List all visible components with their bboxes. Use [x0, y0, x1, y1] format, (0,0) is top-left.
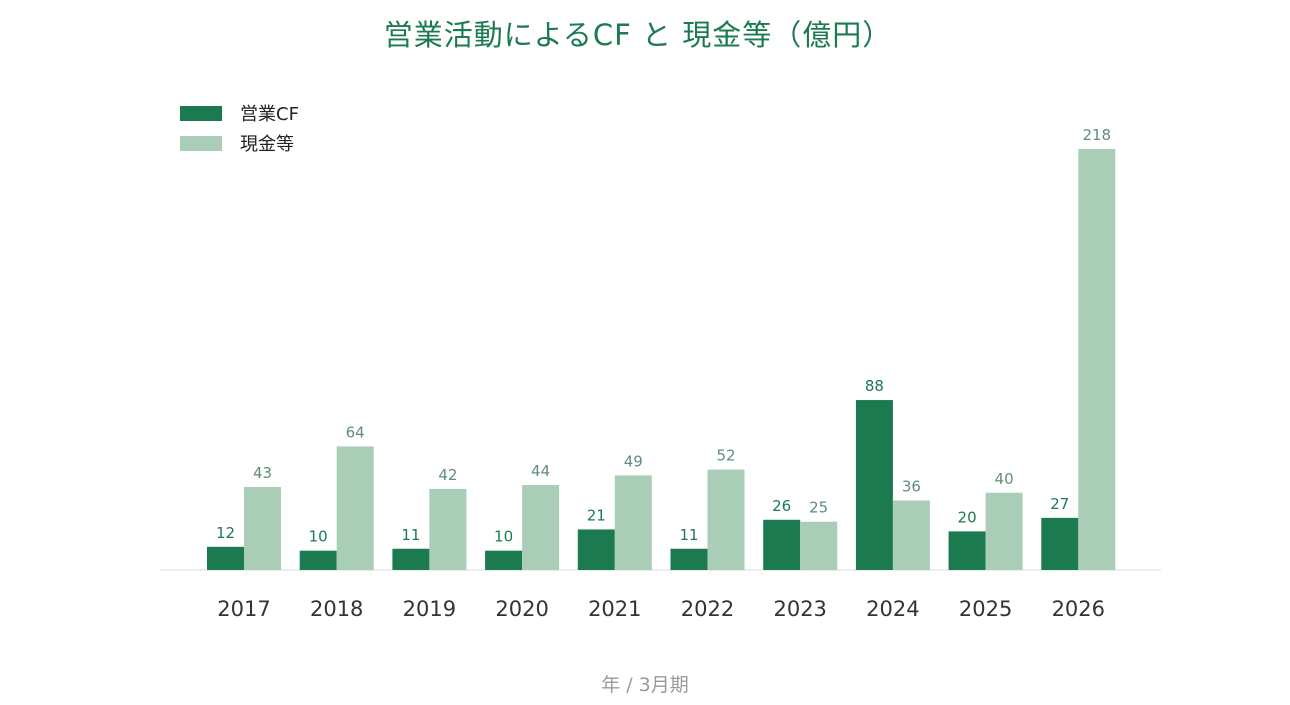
data-label-cash-2024: 36 — [902, 477, 921, 495]
bar-cash-2017 — [244, 486, 281, 570]
bar-operating-cf-2026 — [1041, 517, 1079, 570]
bar-cash-2019 — [429, 488, 467, 570]
data-label-operating-cf-2023: 26 — [772, 497, 791, 515]
bar-operating-cf-2021 — [577, 529, 615, 570]
data-label-operating-cf-2017: 12 — [216, 524, 235, 542]
x-tick-label-2018: 2018 — [310, 597, 363, 621]
bar-operating-cf-2025 — [948, 531, 986, 570]
x-tick-label-2021: 2021 — [588, 597, 641, 621]
data-label-cash-2025: 40 — [995, 470, 1014, 488]
data-label-operating-cf-2025: 20 — [958, 508, 977, 526]
bar-cash-2024 — [892, 500, 930, 570]
data-label-cash-2017: 43 — [253, 464, 272, 482]
legend-swatch-operating-cf — [180, 105, 222, 121]
data-label-cash-2022: 52 — [716, 447, 735, 465]
legend-label-cash: 現金等 — [240, 134, 294, 155]
legend-item-cash: 現金等 — [180, 128, 299, 158]
bar-cash-2018 — [336, 446, 374, 570]
data-label-operating-cf-2020: 10 — [494, 528, 513, 546]
x-tick-label-2023: 2023 — [773, 597, 826, 621]
data-label-cash-2018: 64 — [346, 423, 365, 441]
legend-item-operating-cf: 営業CF — [180, 98, 299, 128]
x-tick-label-2017: 2017 — [217, 597, 270, 621]
data-label-cash-2020: 44 — [531, 462, 550, 480]
data-label-operating-cf-2019: 11 — [401, 526, 420, 544]
chart-title: 営業活動によるCF と 現金等（億円） — [383, 18, 893, 52]
bar-cash-2021 — [614, 475, 652, 570]
bar-operating-cf-2018 — [299, 550, 337, 570]
data-label-operating-cf-2024: 88 — [865, 377, 884, 395]
bar-operating-cf-2019 — [392, 548, 430, 570]
data-label-cash-2026: 218 — [1082, 126, 1111, 144]
bar-cash-2025 — [985, 492, 1023, 570]
bar-operating-cf-2017 — [207, 546, 244, 570]
x-tick-label-2019: 2019 — [403, 597, 456, 621]
bar-operating-cf-2020 — [485, 550, 523, 570]
data-label-cash-2019: 42 — [438, 466, 457, 484]
data-label-cash-2021: 49 — [624, 452, 643, 470]
bar-cash-2020 — [522, 485, 560, 570]
x-tick-label-2024: 2024 — [866, 597, 919, 621]
bar-cash-2023 — [800, 521, 838, 570]
data-label-operating-cf-2018: 10 — [309, 528, 328, 546]
x-tick-label-2022: 2022 — [681, 597, 734, 621]
bar-cash-2026 — [1078, 149, 1116, 570]
x-tick-label-2025: 2025 — [959, 597, 1012, 621]
legend: 営業CF 現金等 — [180, 98, 299, 158]
data-label-operating-cf-2022: 11 — [679, 526, 698, 544]
data-label-operating-cf-2026: 27 — [1050, 495, 1069, 513]
x-tick-label-2026: 2026 — [1052, 597, 1105, 621]
x-axis-title: 年 / 3月期 — [601, 674, 689, 696]
data-label-cash-2023: 25 — [809, 499, 828, 517]
bar-cash-2022 — [707, 469, 745, 570]
bar-operating-cf-2024 — [855, 400, 893, 570]
data-label-operating-cf-2021: 21 — [587, 506, 606, 524]
bar-operating-cf-2022 — [670, 548, 708, 570]
legend-label-operating-cf: 営業CF — [240, 104, 299, 125]
bar-operating-cf-2023 — [763, 519, 801, 570]
x-tick-label-2020: 2020 — [495, 597, 548, 621]
legend-swatch-cash — [180, 135, 222, 151]
